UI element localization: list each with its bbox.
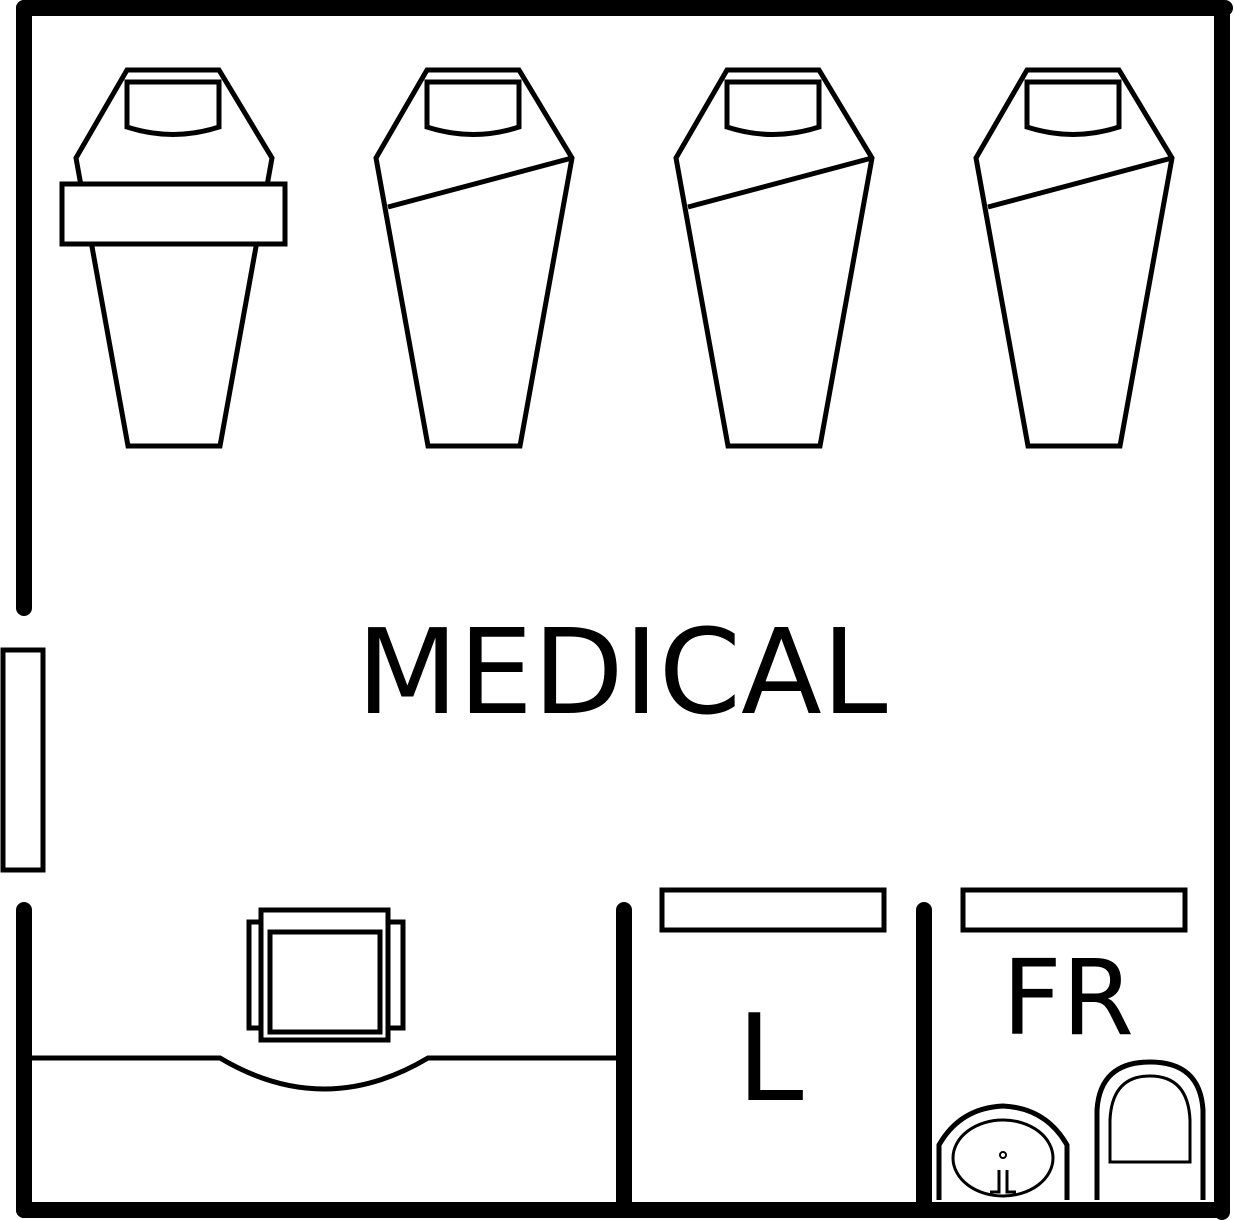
- desk: [32, 1055, 616, 1092]
- bed-outline: [973, 67, 1175, 449]
- room-label: MEDICAL: [357, 603, 888, 741]
- door: [0, 647, 46, 873]
- pillow: [1024, 79, 1122, 137]
- bed-outline: [673, 67, 875, 449]
- closet-shelf: [659, 887, 887, 933]
- bed-overlay-bar: [59, 181, 288, 247]
- bed: [673, 67, 875, 449]
- pillow: [724, 79, 822, 137]
- sheet-fold: [987, 155, 1173, 210]
- bed: [973, 67, 1175, 449]
- bed: [59, 67, 288, 449]
- closet-label: L: [737, 990, 804, 1129]
- beds: [59, 67, 1175, 449]
- bed-outline: [373, 67, 575, 449]
- armchair: [246, 907, 406, 1043]
- pillow: [424, 79, 522, 137]
- sheet-fold: [687, 155, 873, 210]
- bed-outline: [73, 67, 275, 449]
- walls: [16, 0, 1233, 1220]
- pillow: [124, 79, 222, 137]
- toilet: [1094, 1059, 1206, 1200]
- restroom-label: FR: [1002, 937, 1134, 1059]
- restroom-shelf: [960, 887, 1188, 933]
- sink: [936, 1103, 1070, 1200]
- bed: [373, 67, 575, 449]
- sheet-fold: [387, 155, 573, 210]
